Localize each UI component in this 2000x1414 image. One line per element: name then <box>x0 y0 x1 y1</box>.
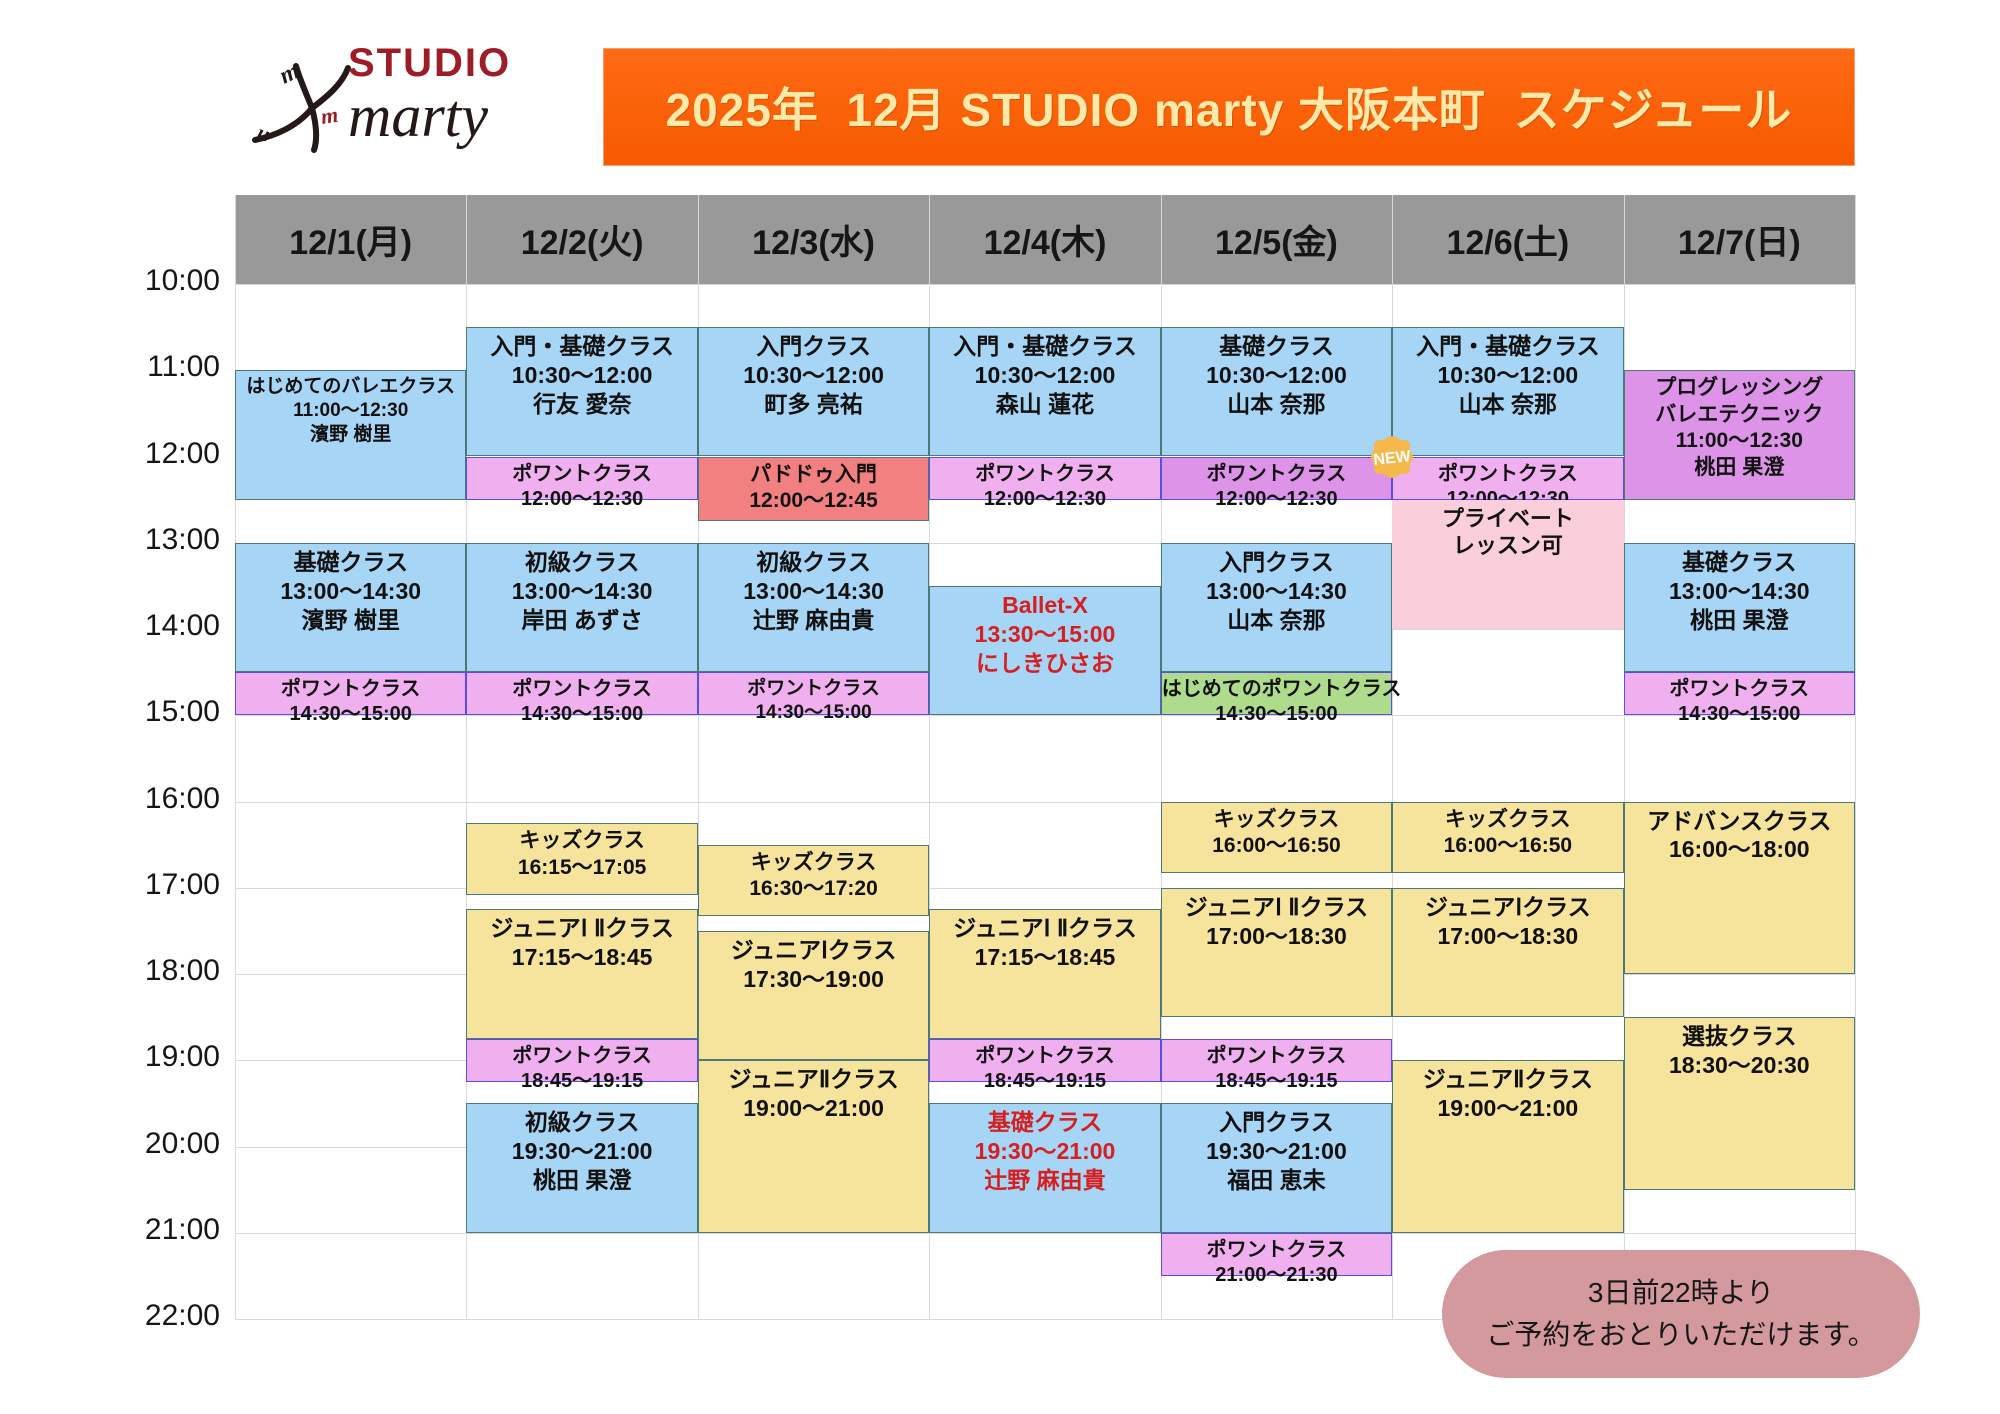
svg-text:m: m <box>276 58 304 89</box>
svg-text:m: m <box>319 102 339 129</box>
svg-text:STUDIO: STUDIO <box>348 48 511 85</box>
svg-text:marty: marty <box>348 83 488 149</box>
